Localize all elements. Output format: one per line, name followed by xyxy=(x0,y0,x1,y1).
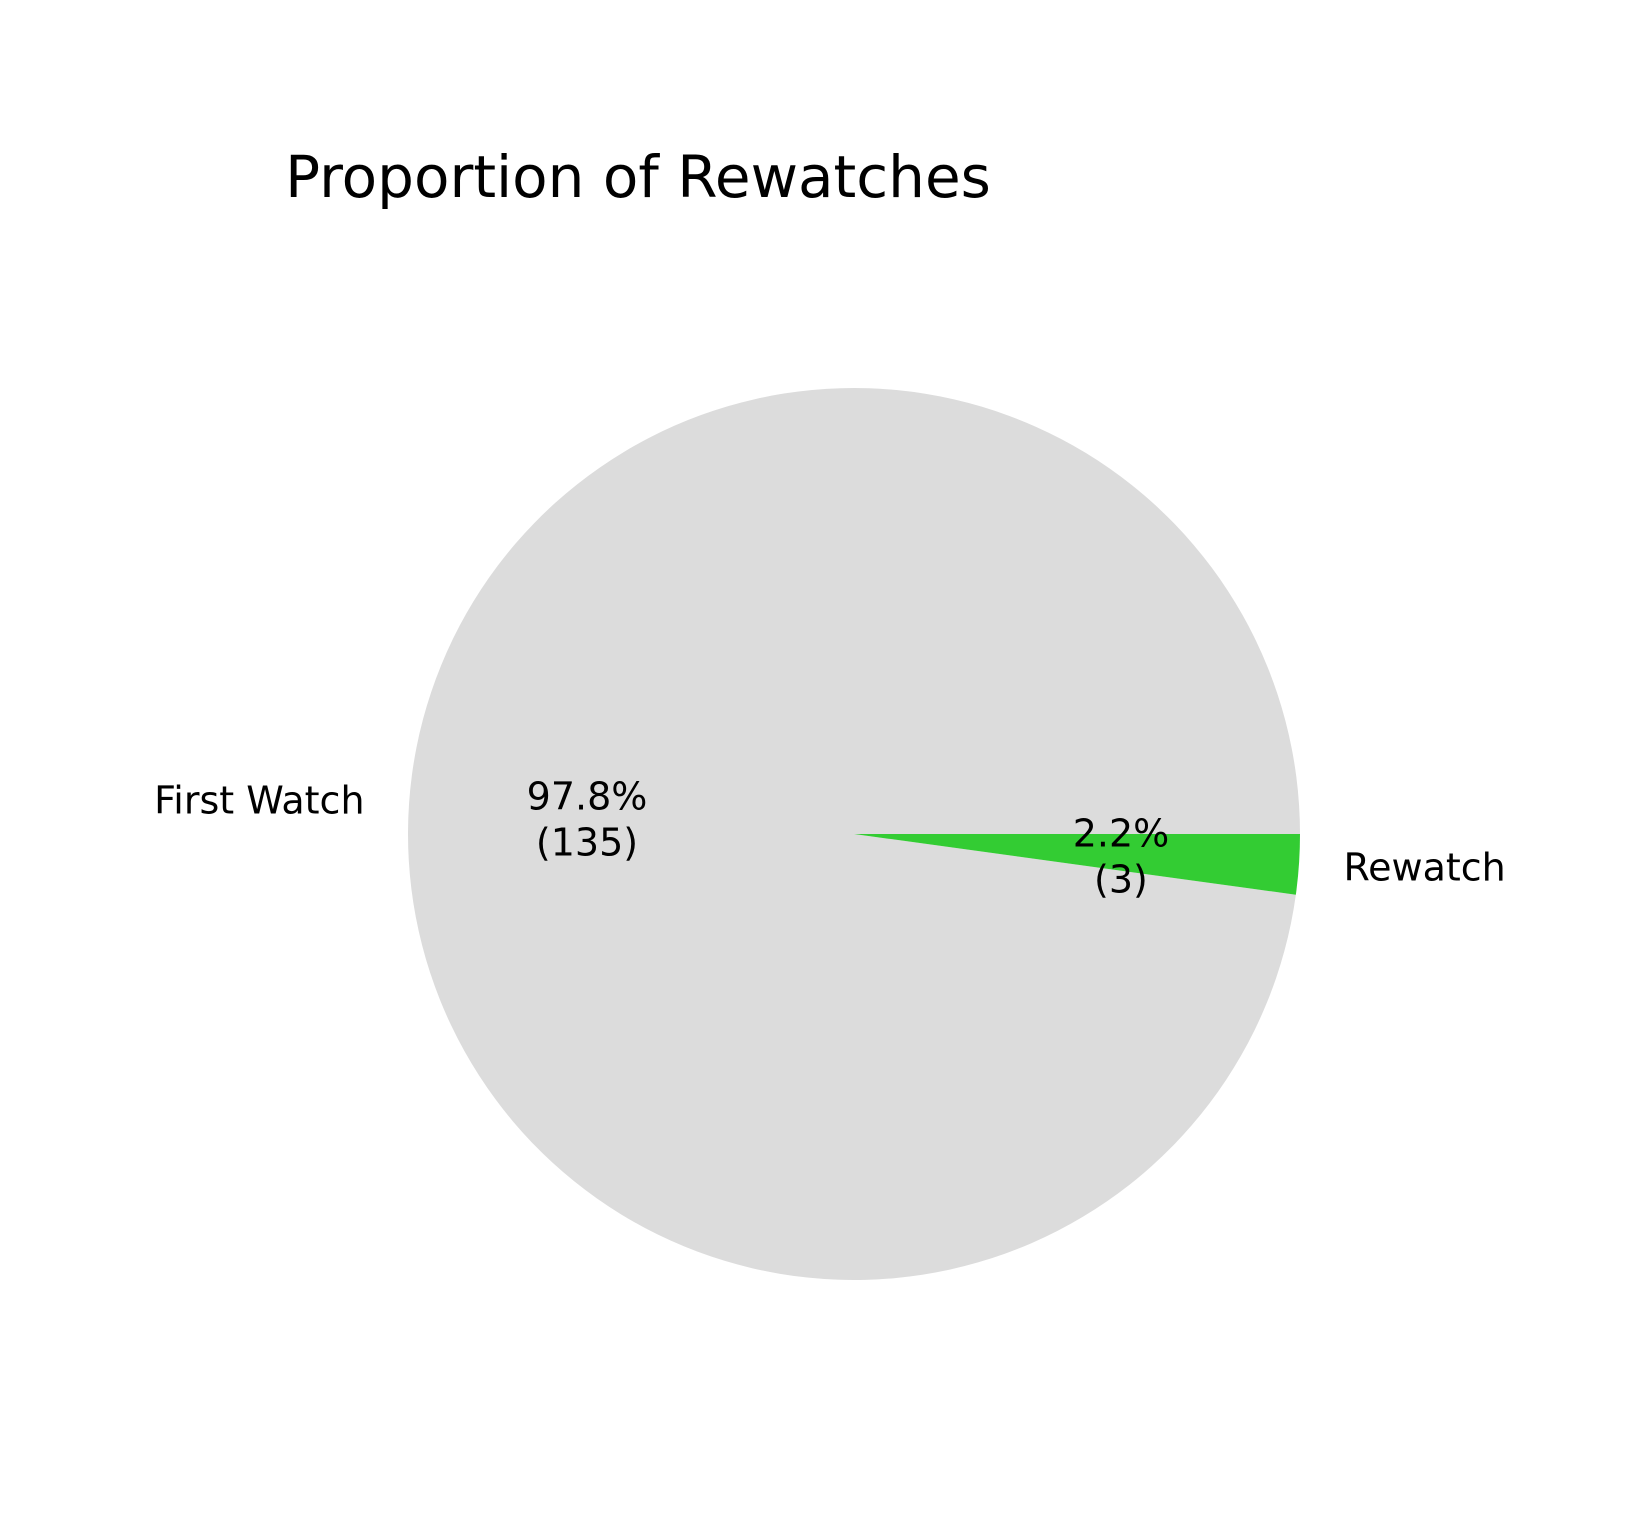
slice-percent-label: 97.8% xyxy=(527,775,648,819)
pie-slices xyxy=(408,388,1301,1281)
slice-label-rewatch: Rewatch xyxy=(1343,845,1505,889)
pie-slice-first-watch xyxy=(408,388,1301,1281)
chart-title: Proportion of Rewatches xyxy=(285,143,991,211)
slice-percent-label: 2.2% xyxy=(1073,811,1170,855)
pie-labels: First Watch 97.8%(135) Rewatch 2.2%(3) xyxy=(154,775,1506,902)
slice-count-label: (135) xyxy=(536,821,638,865)
slice-label-first-watch: First Watch xyxy=(154,779,364,823)
slice-count-label: (3) xyxy=(1094,857,1148,901)
pie-slice-rewatch xyxy=(854,834,1300,895)
